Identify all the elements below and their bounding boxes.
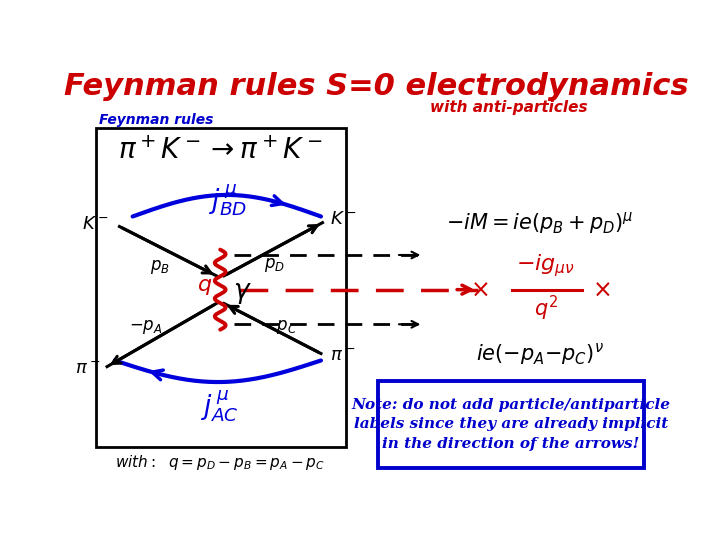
Text: $-ig_{\mu\nu}$: $-ig_{\mu\nu}$	[516, 252, 575, 279]
Bar	[96, 128, 346, 448]
Text: $q$: $q$	[197, 275, 212, 297]
Text: $\times$: $\times$	[593, 278, 611, 302]
Text: with anti-particles: with anti-particles	[430, 100, 588, 114]
Text: $j_{BD}^{\,\mu}$: $j_{BD}^{\,\mu}$	[209, 181, 247, 218]
Text: $\pi^-$: $\pi^-$	[330, 347, 356, 365]
Text: $j_{AC}^{\,\mu}$: $j_{AC}^{\,\mu}$	[202, 388, 239, 424]
Text: $p_B$: $p_B$	[150, 258, 170, 276]
FancyBboxPatch shape	[377, 381, 644, 468]
Text: $-p_C$: $-p_C$	[263, 318, 297, 335]
Text: $\pi^+K^- \rightarrow \pi^+K^-$: $\pi^+K^- \rightarrow \pi^+K^-$	[118, 137, 323, 165]
Text: $ie(-p_A{-}p_C)^{\nu}$: $ie(-p_A{-}p_C)^{\nu}$	[476, 341, 603, 367]
Text: Note: do not add particle/antiparticle
labels since they are already implicit
in: Note: do not add particle/antiparticle l…	[351, 398, 670, 451]
Text: Feynman rules S=0 electrodynamics: Feynman rules S=0 electrodynamics	[64, 72, 689, 101]
Text: $K^-$: $K^-$	[82, 215, 109, 233]
Text: $\pi^-$: $\pi^-$	[76, 360, 101, 378]
Text: $p_D$: $p_D$	[264, 256, 285, 274]
Text: $K^-$: $K^-$	[330, 210, 357, 228]
Text: $-p_A$: $-p_A$	[129, 318, 163, 335]
Text: $\gamma$: $\gamma$	[233, 281, 251, 306]
Text: $-iM = ie(p_B + p_D)^{\mu}$: $-iM = ie(p_B + p_D)^{\mu}$	[446, 210, 633, 235]
Text: Feynman rules: Feynman rules	[99, 113, 214, 127]
Text: $q^2$: $q^2$	[534, 294, 558, 323]
Text: $\mathit{with:}$  $q = p_D - p_B = p_A - p_C$: $\mathit{with:}$ $q = p_D - p_B = p_A - …	[115, 453, 325, 471]
Text: $\times$: $\times$	[469, 278, 488, 302]
